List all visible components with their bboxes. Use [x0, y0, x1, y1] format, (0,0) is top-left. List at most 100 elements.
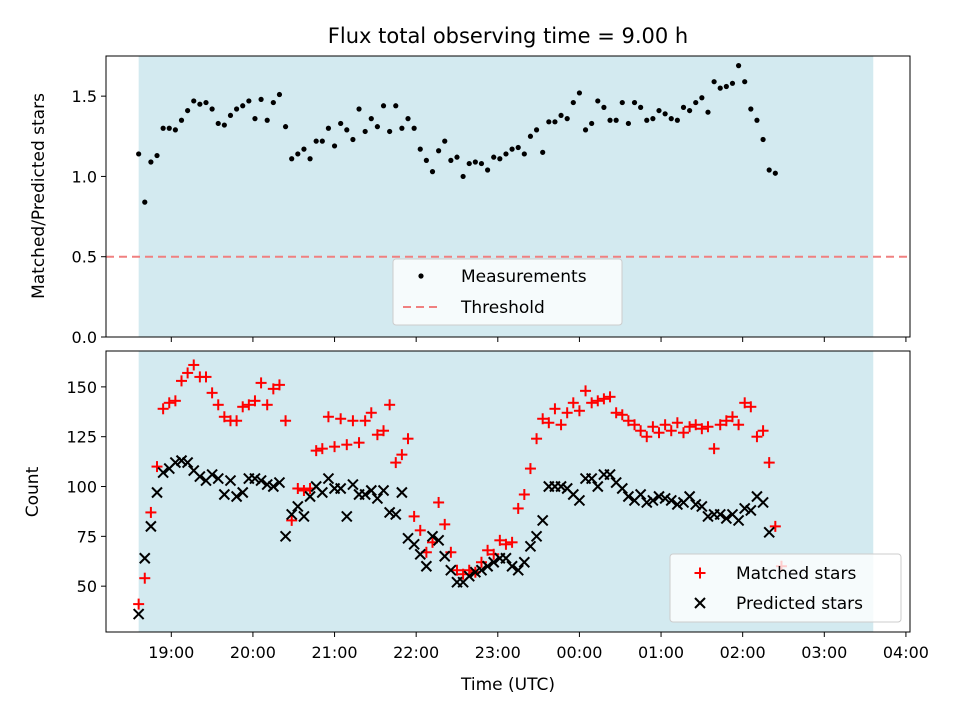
matched-star-point [543, 417, 555, 429]
measurement-point [613, 117, 619, 123]
measurement-point [399, 125, 405, 131]
predicted-star-point [194, 470, 206, 483]
matched-star-point [537, 413, 549, 425]
predicted-star-point [671, 498, 684, 511]
matched-star-point [445, 546, 457, 558]
matched-star-point [390, 457, 402, 469]
legend-predicted-marker [694, 597, 706, 609]
matched-star-point [163, 397, 175, 409]
matched-star-point [677, 427, 689, 439]
top-y-tick-label: 0.5 [72, 248, 97, 267]
measurement-point [203, 99, 209, 106]
matched-star-point [322, 411, 334, 423]
matched-star-point [414, 524, 426, 536]
predicted-star-point [763, 526, 775, 539]
matched-star-point [151, 461, 163, 473]
matched-star-point [702, 421, 714, 433]
predicted-star-point [555, 480, 567, 493]
predicted-star-point [218, 488, 231, 501]
matched-star-point [249, 395, 261, 407]
legend-measurements-label: Measurements [461, 267, 587, 287]
matched-star-point [720, 415, 732, 427]
bottom-y-tick-label: 50 [77, 577, 97, 596]
matched-star-point [243, 399, 255, 411]
matched-star-point [653, 427, 665, 439]
matched-star-point [684, 421, 696, 433]
measurement-point [417, 146, 423, 152]
predicted-star-point [739, 502, 751, 515]
predicted-star-point [690, 498, 702, 511]
predicted-star-point [237, 486, 249, 499]
bottom-y-axis-title: Count [23, 466, 43, 517]
measurement-point [478, 160, 485, 167]
predicted-star-point [665, 494, 677, 507]
matched-star-point [629, 419, 641, 431]
bottom-x-tick-label: 02:00 [720, 643, 766, 662]
predicted-star-point [463, 570, 475, 582]
matched-star-point [524, 463, 536, 475]
legend-matched-label: Matched stars [736, 564, 856, 584]
legend-measurements-marker [418, 273, 424, 279]
matched-star-point [133, 598, 145, 610]
predicted-star-point [230, 490, 243, 503]
predicted-star-point [573, 494, 586, 507]
matched-star-point [598, 393, 610, 405]
matched-star-point [353, 437, 365, 449]
predicted-star-point [757, 496, 769, 509]
matched-star-point [145, 506, 157, 518]
predicted-star-point [683, 490, 696, 503]
measurement-point [717, 85, 723, 91]
predicted-star-point [390, 508, 402, 521]
measurement-point [289, 156, 295, 162]
predicted-star-point [316, 486, 329, 499]
matched-star-point [733, 419, 745, 431]
predicted-star-point [347, 478, 359, 491]
measurement-point [160, 125, 166, 131]
measurement-point [668, 116, 674, 122]
predicted-star-point [432, 534, 445, 547]
measurement-point [656, 107, 662, 114]
measurement-point [142, 199, 148, 205]
predicted-star-point [365, 484, 377, 497]
measurement-point [484, 167, 491, 173]
x-axis-title: Time (UTC) [460, 675, 555, 695]
predicted-star-point [255, 474, 267, 487]
measurement-point [362, 128, 368, 135]
measurement-point [521, 151, 527, 157]
bottom-x-tick-label: 03:00 [801, 643, 847, 662]
matched-star-point [482, 544, 494, 556]
measurement-point [221, 122, 227, 128]
measurement-point [674, 117, 680, 123]
measurement-point [148, 159, 154, 165]
predicted-star-point [151, 486, 163, 499]
measurement-point [350, 136, 356, 143]
matched-star-point [347, 415, 359, 427]
matched-star-point [671, 417, 683, 429]
measurement-point [515, 144, 521, 151]
bottom-x-tick-label: 01:00 [638, 643, 684, 662]
measurement-point [589, 120, 595, 127]
top-y-axis-title: Matched/Predicted stars [29, 93, 49, 299]
measurement-point [442, 138, 448, 144]
top-y-tick-label: 1.5 [72, 87, 97, 106]
predicted-star-point [206, 468, 218, 481]
predicted-star-point [420, 560, 433, 572]
measurement-point [380, 103, 387, 109]
measurement-point [650, 116, 656, 122]
predicted-star-point [426, 530, 439, 543]
measurement-point [638, 104, 644, 110]
measurement-point [344, 127, 350, 133]
matched-star-point [384, 399, 396, 411]
measurement-point [448, 157, 454, 163]
bottom-x-tick-label: 22:00 [393, 643, 439, 662]
matched-star-point [739, 397, 751, 409]
measurement-point [644, 117, 650, 123]
bottom-legend: Matched stars Predicted stars [669, 553, 902, 623]
measurement-point [754, 117, 760, 123]
measurement-point [233, 106, 240, 112]
measurement-point [570, 99, 576, 106]
measurement-point [215, 120, 221, 127]
predicted-star-point [279, 530, 292, 543]
matched-star-point [329, 441, 341, 453]
measurement-point [429, 169, 436, 175]
